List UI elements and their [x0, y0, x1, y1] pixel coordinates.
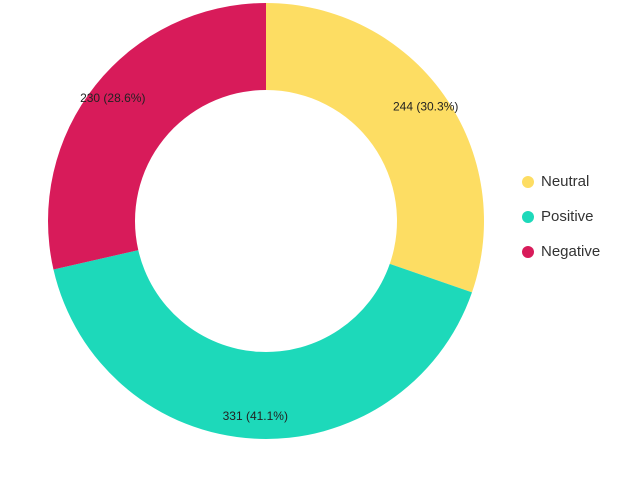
legend-marker-positive [522, 211, 534, 223]
legend-label-negative: Negative [541, 243, 600, 260]
legend-marker-negative [522, 246, 534, 258]
slice-label-neutral: 244 (30.3%) [393, 100, 458, 114]
legend-label-neutral: Neutral [541, 173, 589, 190]
legend-marker-neutral [522, 176, 534, 188]
legend-item-negative[interactable]: Negative [522, 243, 600, 260]
slice-negative[interactable] [47, 3, 267, 270]
legend: Neutral Positive Negative [522, 173, 600, 260]
slice-label-positive: 331 (41.1%) [223, 409, 288, 423]
slice-label-negative: 230 (28.6%) [80, 91, 145, 105]
slice-labels: 244 (30.3%) 331 (41.1%) 230 (28.6%) [80, 91, 458, 423]
legend-item-neutral[interactable]: Neutral [522, 173, 589, 190]
slice-neutral[interactable] [266, 3, 484, 293]
slice-positive[interactable] [53, 250, 472, 439]
legend-item-positive[interactable]: Positive [522, 208, 594, 225]
legend-label-positive: Positive [541, 208, 594, 225]
donut-slices [47, 3, 484, 439]
